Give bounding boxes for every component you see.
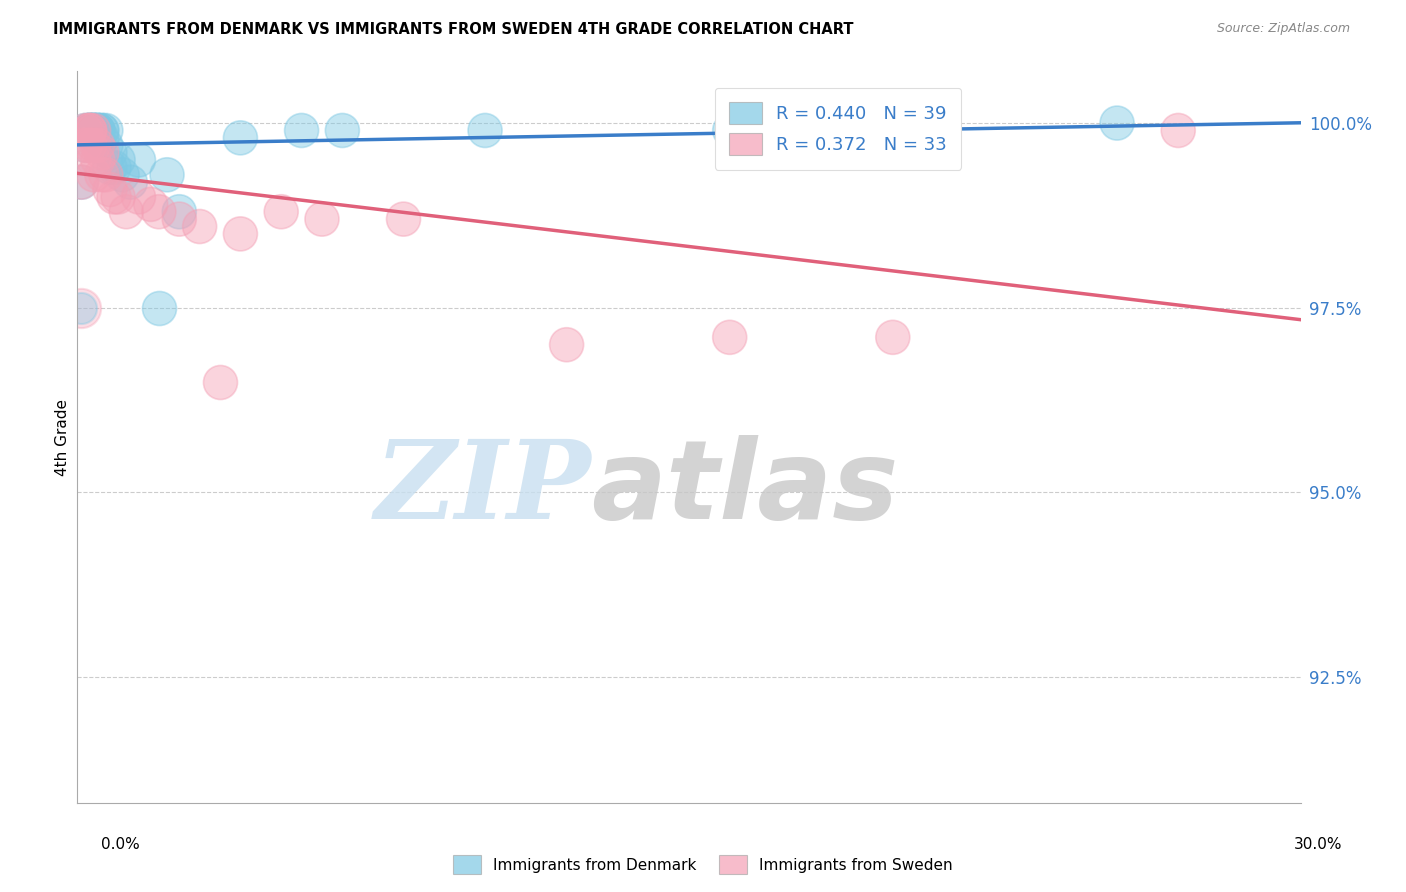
Point — [98, 161, 121, 175]
Point — [98, 145, 121, 160]
Point — [70, 301, 93, 315]
Point — [718, 123, 741, 137]
Point — [115, 204, 138, 219]
Point — [90, 168, 112, 182]
Point — [474, 123, 496, 137]
Point — [107, 190, 129, 204]
Point — [70, 175, 93, 189]
Point — [882, 330, 904, 344]
Point — [208, 375, 231, 389]
Point — [90, 123, 112, 137]
Text: atlas: atlas — [591, 434, 898, 541]
Point — [229, 227, 252, 241]
Point — [87, 123, 110, 137]
Point — [90, 123, 112, 137]
Point — [290, 123, 312, 137]
Point — [83, 123, 105, 137]
Point — [94, 168, 117, 182]
Point — [188, 219, 211, 234]
Point — [87, 131, 110, 145]
Point — [270, 204, 292, 219]
Point — [392, 212, 415, 227]
Point — [120, 175, 142, 189]
Point — [311, 212, 333, 227]
Point — [332, 123, 354, 137]
Point — [83, 138, 105, 153]
Point — [87, 123, 110, 137]
Point — [87, 153, 110, 167]
Point — [79, 123, 101, 137]
Point — [75, 138, 97, 153]
Point — [83, 123, 105, 137]
Point — [922, 123, 945, 137]
Point — [87, 123, 110, 137]
Point — [229, 131, 252, 145]
Point — [70, 301, 93, 315]
Point — [103, 161, 125, 175]
Text: 0.0%: 0.0% — [101, 837, 141, 852]
Legend: R = 0.440   N = 39, R = 0.372   N = 33: R = 0.440 N = 39, R = 0.372 N = 33 — [714, 87, 962, 169]
Point — [75, 123, 97, 137]
Point — [127, 153, 149, 167]
Point — [127, 190, 149, 204]
Point — [79, 123, 101, 137]
Point — [90, 145, 112, 160]
Point — [79, 123, 101, 137]
Point — [169, 204, 191, 219]
Point — [87, 138, 110, 153]
Point — [83, 123, 105, 137]
Point — [107, 153, 129, 167]
Legend: Immigrants from Denmark, Immigrants from Sweden: Immigrants from Denmark, Immigrants from… — [447, 849, 959, 880]
Point — [98, 183, 121, 197]
Point — [75, 123, 97, 137]
Point — [87, 131, 110, 145]
Point — [79, 123, 101, 137]
Point — [1167, 123, 1189, 137]
Point — [75, 138, 97, 153]
Point — [1107, 116, 1129, 130]
Y-axis label: 4th Grade: 4th Grade — [55, 399, 70, 475]
Point — [83, 123, 105, 137]
Point — [79, 138, 101, 153]
Point — [94, 138, 117, 153]
Point — [83, 123, 105, 137]
Point — [718, 330, 741, 344]
Point — [83, 153, 105, 167]
Text: IMMIGRANTS FROM DENMARK VS IMMIGRANTS FROM SWEDEN 4TH GRADE CORRELATION CHART: IMMIGRANTS FROM DENMARK VS IMMIGRANTS FR… — [53, 22, 853, 37]
Point — [83, 123, 105, 137]
Point — [79, 123, 101, 137]
Point — [111, 168, 134, 182]
Text: Source: ZipAtlas.com: Source: ZipAtlas.com — [1216, 22, 1350, 36]
Point — [169, 212, 191, 227]
Point — [148, 301, 170, 315]
Point — [83, 168, 105, 182]
Point — [139, 197, 162, 211]
Point — [79, 123, 101, 137]
Point — [90, 131, 112, 145]
Point — [148, 204, 170, 219]
Point — [103, 190, 125, 204]
Point — [79, 123, 101, 137]
Point — [70, 175, 93, 189]
Point — [94, 123, 117, 137]
Text: 30.0%: 30.0% — [1295, 837, 1343, 852]
Point — [156, 168, 179, 182]
Point — [555, 337, 578, 351]
Point — [87, 123, 110, 137]
Text: ZIP: ZIP — [374, 434, 591, 542]
